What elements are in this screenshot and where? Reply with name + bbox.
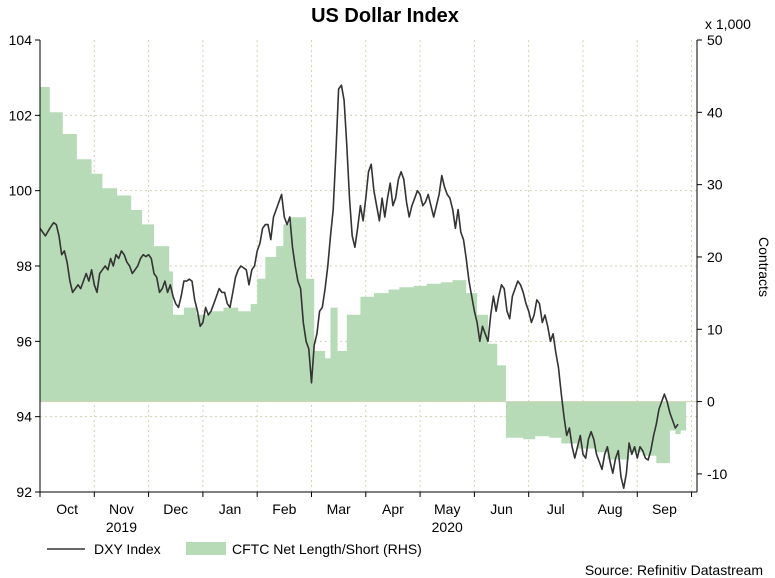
source-note: Source: Refinitiv Datastream (585, 562, 763, 578)
left-tick-label: 96 (16, 333, 32, 349)
month-label: Jul (547, 501, 565, 517)
left-tick-label: 92 (16, 484, 32, 500)
month-label: Nov (109, 501, 134, 517)
right-axis-multiplier: x 1,000 (705, 16, 751, 32)
left-tick-label: 100 (9, 183, 33, 199)
right-tick-label: 50 (707, 32, 723, 48)
left-tick-label: 98 (16, 258, 32, 274)
month-label: Jun (490, 501, 513, 517)
left-tick-label: 104 (9, 32, 33, 48)
legend-area-swatch (186, 542, 226, 555)
legend-label-dxy: DXY Index (94, 541, 161, 557)
area-layer (40, 87, 697, 464)
month-label: Aug (598, 501, 623, 517)
month-label: May (434, 501, 460, 517)
left-tick-label: 102 (9, 107, 33, 123)
line-layer (39, 84, 679, 490)
month-label: Mar (327, 501, 351, 517)
right-axis-label: Contracts (756, 237, 772, 297)
month-label: Jan (219, 501, 242, 517)
year-label: 2020 (432, 519, 463, 535)
right-tick-label: 30 (707, 177, 723, 193)
right-tick-label: 10 (707, 321, 723, 337)
year-label: 2019 (106, 519, 137, 535)
chart-title: US Dollar Index (311, 5, 459, 27)
legend: DXY Index CFTC Net Length/Short (RHS) (47, 541, 422, 557)
month-label: Feb (272, 501, 296, 517)
month-label: Sep (652, 501, 677, 517)
legend-label-cftc: CFTC Net Length/Short (RHS) (232, 541, 422, 557)
month-label: Oct (56, 501, 78, 517)
dxy-line-series (39, 84, 679, 490)
month-label: Apr (382, 501, 404, 517)
right-tick-label: 0 (707, 394, 715, 410)
right-tick-label: 40 (707, 104, 723, 120)
tick-layer: 92 94 96 98 100 102 104 -10 0 10 20 30 40 50 Oct Nov Dec… (9, 32, 728, 535)
left-tick-label: 94 (16, 409, 32, 425)
cftc-area-series (40, 87, 687, 464)
right-tick-label: -10 (707, 466, 727, 482)
month-label: Dec (163, 501, 188, 517)
right-tick-label: 20 (707, 249, 723, 265)
